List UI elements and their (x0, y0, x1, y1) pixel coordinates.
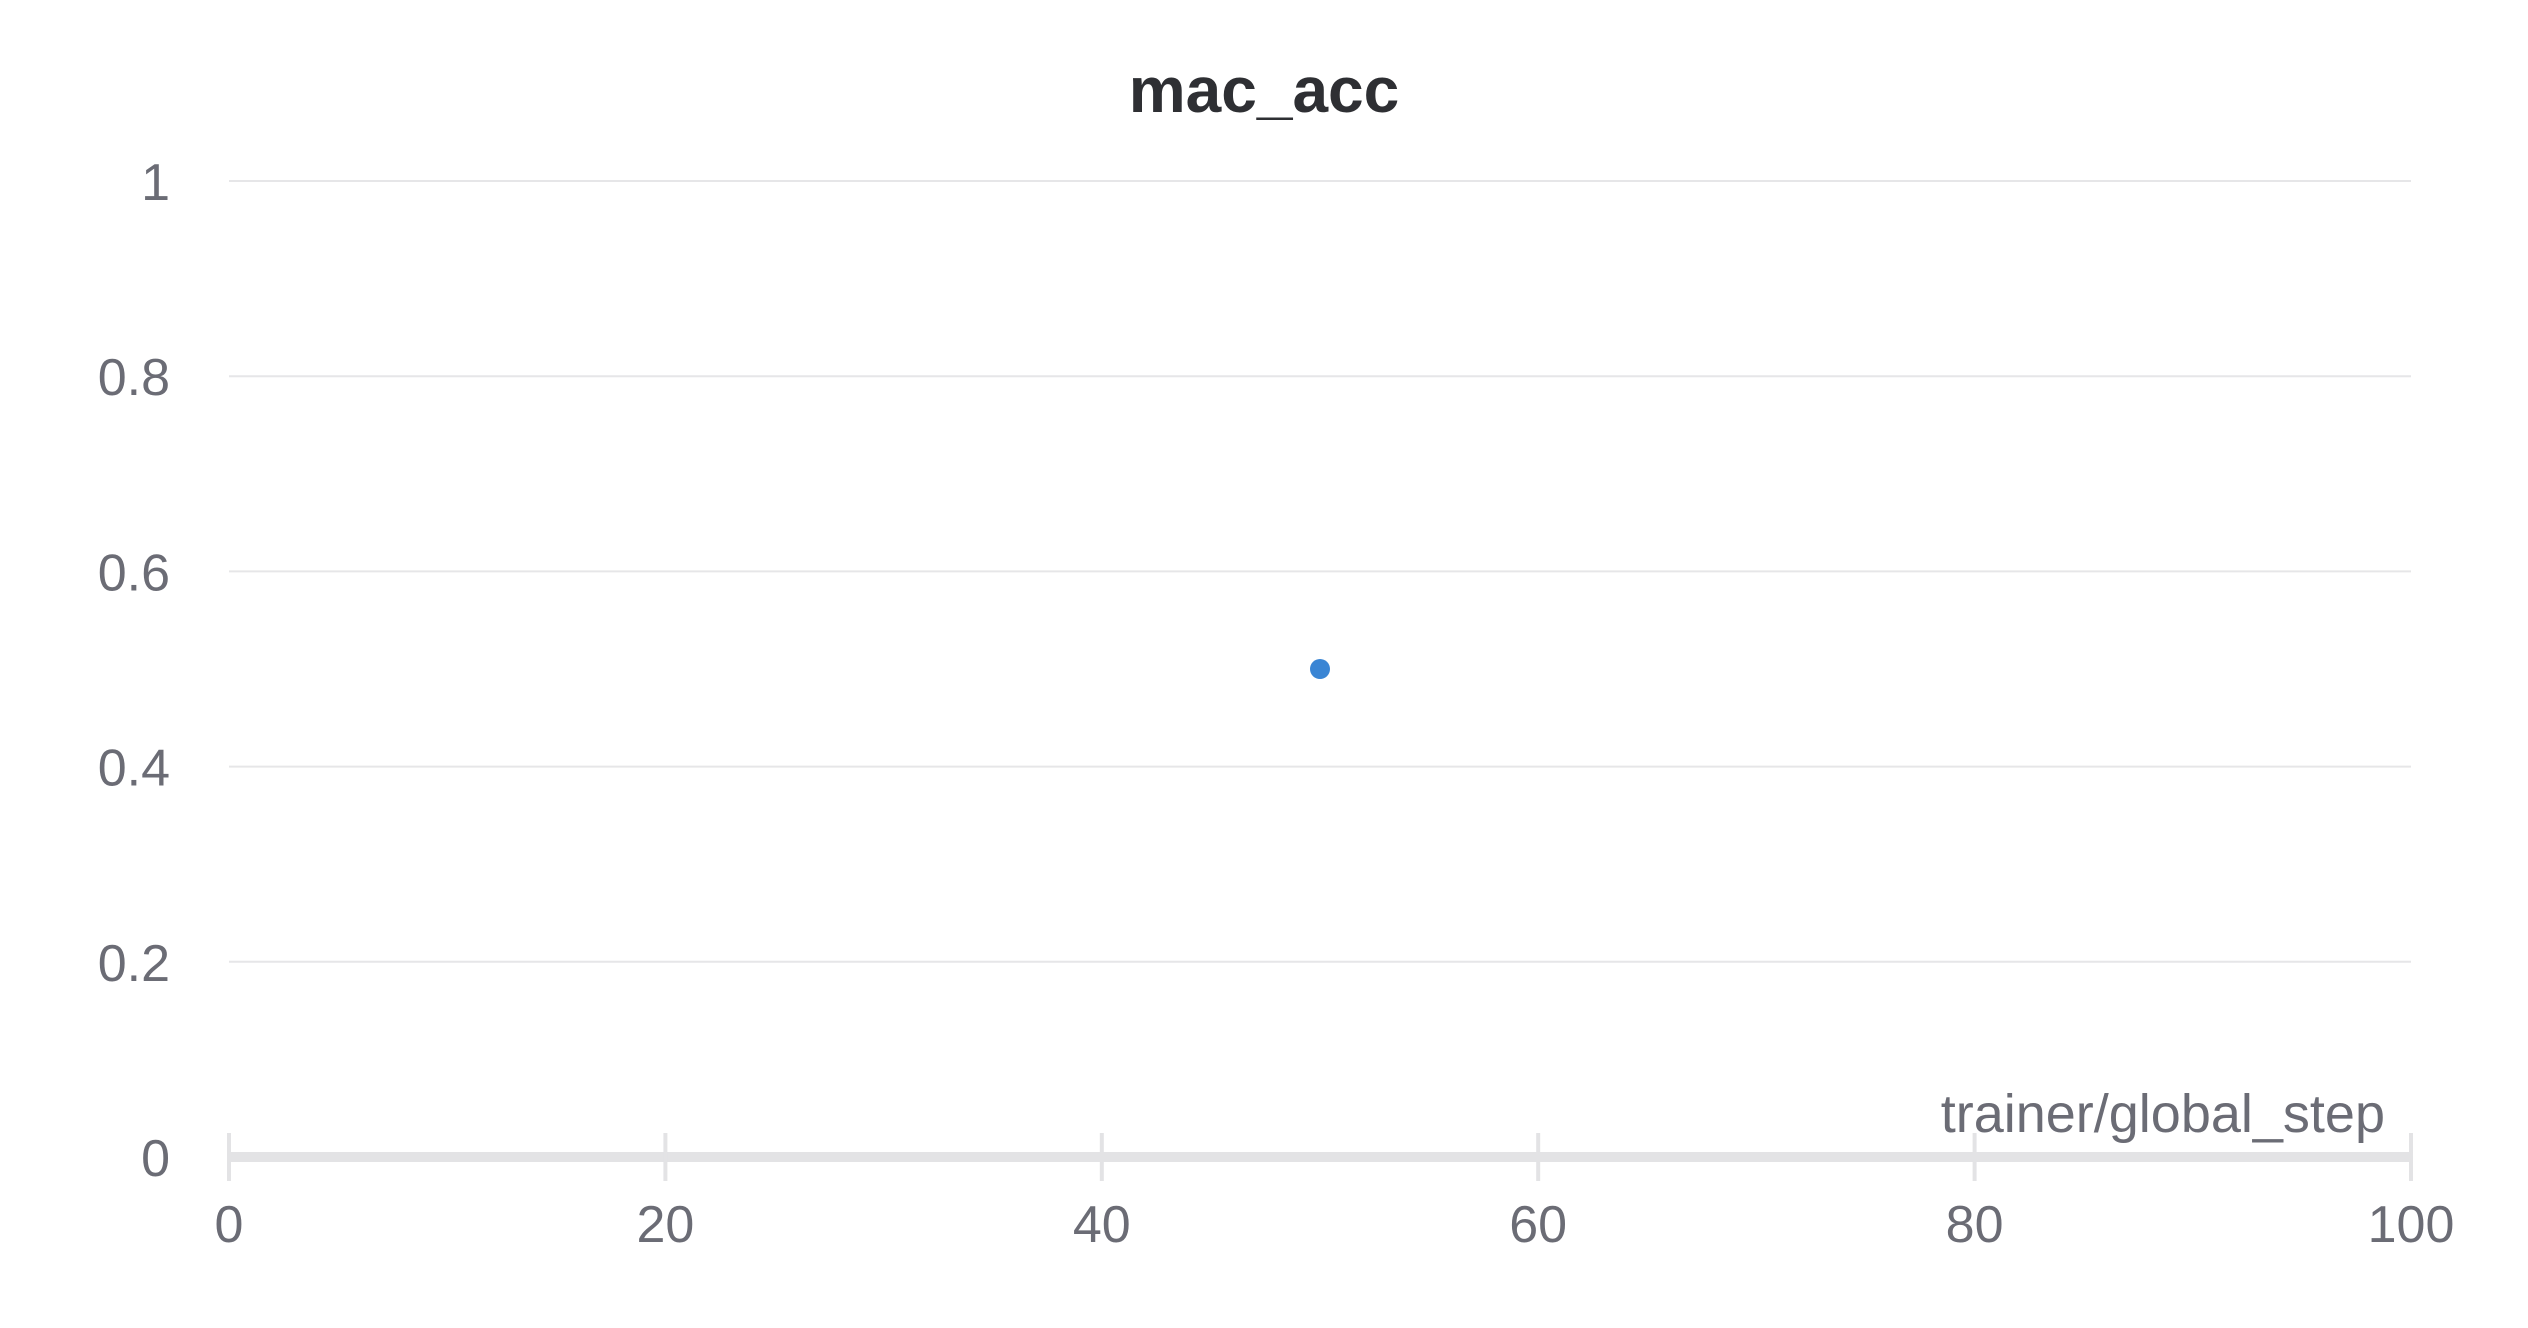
x-tick-label: 60 (1509, 1196, 1567, 1254)
data-point[interactable] (1310, 659, 1330, 679)
y-tick-label: 0.2 (98, 935, 170, 993)
y-tick-label: 0.4 (98, 740, 170, 798)
x-axis: 0 20 40 60 80 100 (215, 1133, 2455, 1254)
x-tick-label: 40 (1073, 1196, 1131, 1254)
y-tick-label: 1 (141, 154, 170, 212)
chart-title: mac_acc (1128, 54, 1400, 126)
y-tick-label: 0.8 (98, 349, 170, 407)
data-points (1310, 659, 1330, 679)
x-tick-label: 20 (636, 1196, 694, 1254)
y-axis-ticks: 0 0.2 0.4 0.6 0.8 1 (98, 154, 170, 1188)
y-tick-label: 0.6 (98, 544, 170, 602)
x-tick-label: 0 (215, 1196, 244, 1254)
x-axis-label: trainer/global_step (1941, 1084, 2385, 1144)
x-tick-label: 80 (1946, 1196, 2004, 1254)
x-tick-label: 100 (2368, 1196, 2455, 1254)
gridlines (229, 180, 2411, 963)
y-tick-label: 0 (141, 1130, 170, 1188)
